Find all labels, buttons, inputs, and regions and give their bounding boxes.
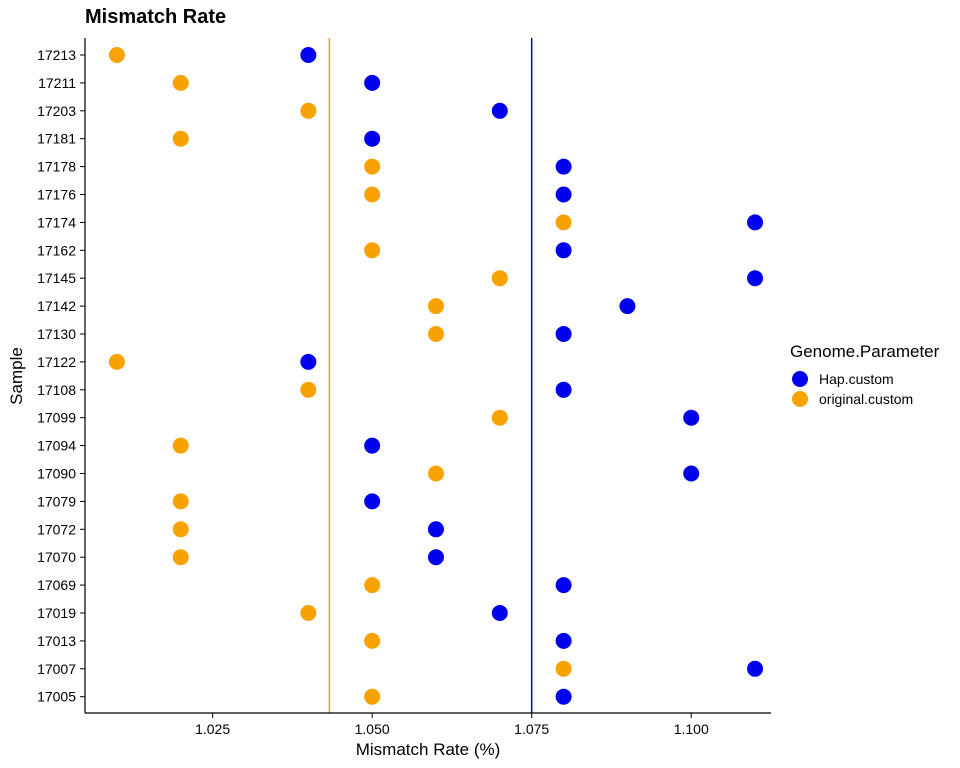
y-tick-label: 17122: [37, 354, 76, 370]
x-tick-label: 1.050: [355, 721, 390, 737]
y-tick-label: 17174: [37, 214, 76, 230]
x-tick-label: 1.075: [514, 721, 549, 737]
point-original.custom-17005: [364, 688, 381, 705]
y-tick-label: 17005: [37, 689, 76, 705]
point-Hap.custom-17145: [747, 270, 764, 287]
point-Hap.custom-17178: [555, 158, 572, 175]
y-tick-label: 17176: [37, 187, 76, 203]
point-Hap.custom-17142: [619, 298, 636, 315]
point-Hap.custom-17203: [491, 102, 508, 119]
point-Hap.custom-17162: [555, 242, 572, 259]
y-tick-label: 17013: [37, 633, 76, 649]
point-Hap.custom-17005: [555, 688, 572, 705]
point-Hap.custom-17108: [555, 381, 572, 398]
point-original.custom-17211: [172, 74, 189, 91]
point-Hap.custom-17122: [300, 353, 317, 370]
point-Hap.custom-17213: [300, 47, 317, 63]
point-original.custom-17162: [364, 242, 381, 259]
point-original.custom-17094: [172, 437, 189, 454]
x-tick-label: 1.025: [195, 721, 230, 737]
point-original.custom-17007: [555, 660, 572, 677]
y-tick-label: 17007: [37, 661, 76, 677]
point-original.custom-17108: [300, 381, 317, 398]
y-tick-label: 17090: [37, 466, 76, 482]
y-tick-label: 17203: [37, 103, 76, 119]
point-Hap.custom-17130: [555, 326, 572, 342]
point-Hap.custom-17099: [683, 409, 700, 426]
point-Hap.custom-17019: [491, 605, 508, 621]
legend-title: Genome.Parameter: [790, 342, 940, 361]
point-original.custom-17069: [364, 577, 381, 594]
point-original.custom-17130: [427, 326, 444, 342]
x-tick-label: 1.100: [674, 721, 709, 737]
y-tick-label: 17130: [37, 326, 76, 342]
legend-label-original.custom: original.custom: [819, 391, 913, 407]
y-axis-title: Sample: [7, 347, 26, 405]
y-tick-label: 17070: [37, 549, 76, 565]
plot-area: [108, 38, 764, 713]
point-Hap.custom-17007: [747, 660, 764, 677]
point-Hap.custom-17094: [364, 437, 381, 454]
point-original.custom-17072: [172, 521, 189, 538]
point-original.custom-17090: [427, 465, 444, 482]
point-Hap.custom-17090: [683, 465, 700, 482]
point-original.custom-17099: [491, 409, 508, 426]
y-tick-label: 17181: [37, 131, 76, 147]
point-original.custom-17145: [491, 270, 508, 287]
y-tick-label: 17213: [37, 47, 76, 63]
point-Hap.custom-17069: [555, 577, 572, 594]
point-Hap.custom-17174: [747, 214, 764, 231]
y-tick-label: 17108: [37, 382, 76, 398]
x-axis-title: Mismatch Rate (%): [356, 740, 501, 759]
legend-label-Hap.custom: Hap.custom: [819, 371, 894, 387]
point-original.custom-17070: [172, 549, 189, 566]
point-Hap.custom-17072: [427, 521, 444, 538]
y-tick-label: 17162: [37, 242, 76, 258]
point-Hap.custom-17176: [555, 186, 572, 203]
y-tick-label: 17142: [37, 298, 76, 314]
y-tick-label: 17072: [37, 521, 76, 537]
point-original.custom-17019: [300, 605, 317, 621]
point-original.custom-17203: [300, 102, 317, 119]
point-original.custom-17178: [364, 158, 381, 175]
y-tick-label: 17069: [37, 577, 76, 593]
point-original.custom-17079: [172, 493, 189, 510]
point-original.custom-17181: [172, 130, 189, 147]
point-original.custom-17122: [108, 353, 125, 370]
point-original.custom-17142: [427, 298, 444, 315]
y-tick-label: 17079: [37, 493, 76, 509]
point-Hap.custom-17181: [364, 130, 381, 147]
y-tick-label: 17178: [37, 159, 76, 175]
point-original.custom-17176: [364, 186, 381, 203]
point-Hap.custom-17211: [364, 74, 381, 91]
point-Hap.custom-17013: [555, 632, 572, 649]
point-original.custom-17013: [364, 632, 381, 649]
point-Hap.custom-17079: [364, 493, 381, 510]
point-original.custom-17174: [555, 214, 572, 231]
y-tick-label: 17099: [37, 410, 76, 426]
y-tick-label: 17145: [37, 270, 76, 286]
legend-key-original.custom: [792, 391, 808, 407]
legend: Genome.Parameter Hap.custom original.cust…: [790, 342, 940, 407]
axes: 17213 17211 17203 17181 17178 17176 17174 17162…: [37, 38, 771, 737]
legend-key-Hap.custom: [792, 371, 808, 387]
y-tick-label: 17211: [38, 75, 76, 91]
point-Hap.custom-17070: [427, 549, 444, 566]
point-original.custom-17213: [108, 47, 125, 63]
chart-title: Mismatch Rate: [85, 6, 226, 28]
y-tick-label: 17094: [37, 438, 76, 454]
y-tick-label: 17019: [37, 605, 76, 621]
